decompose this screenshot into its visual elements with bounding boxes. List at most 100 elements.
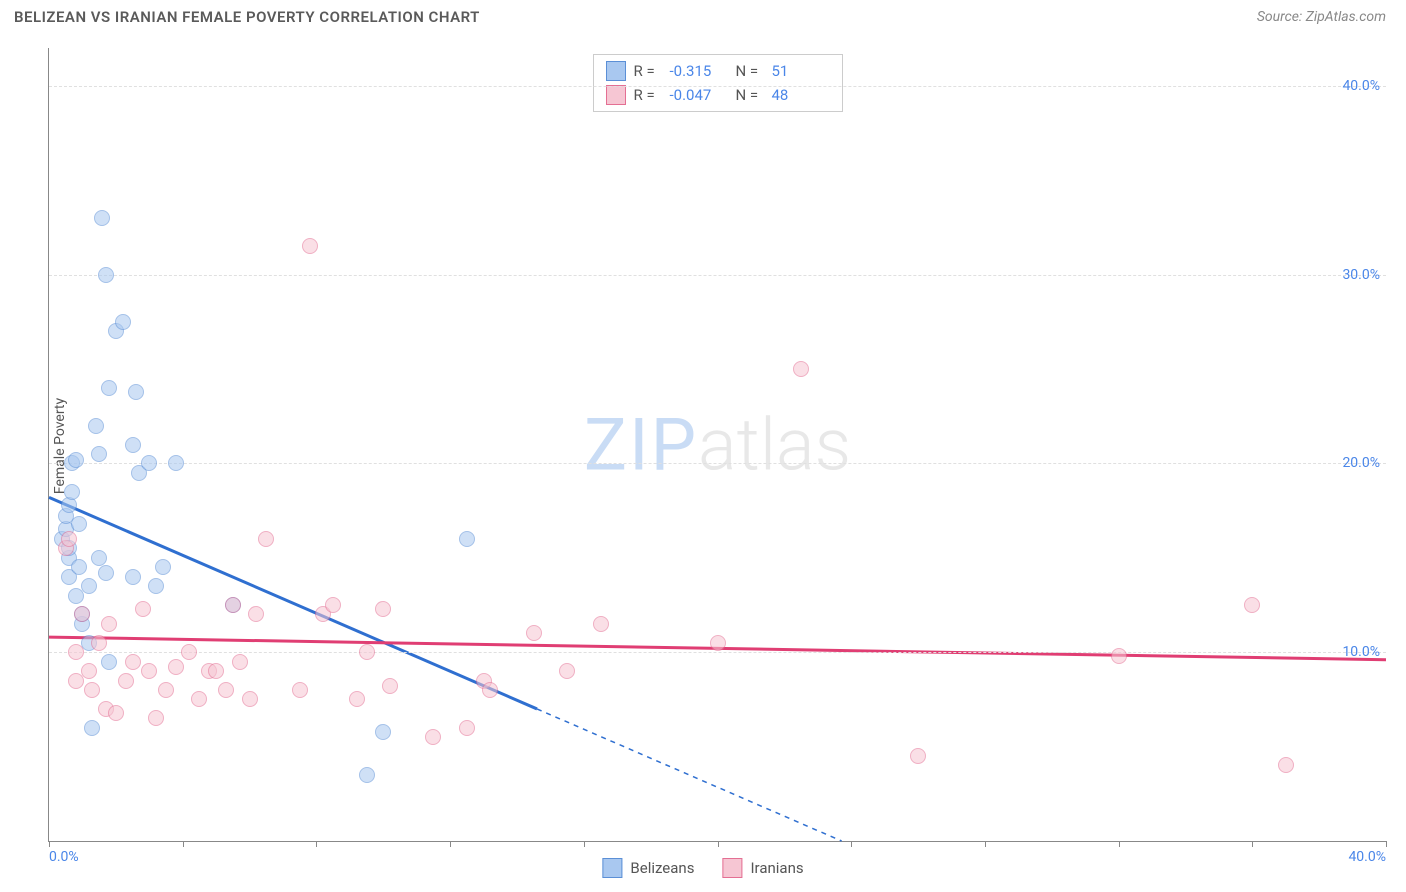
point-iranian: [208, 663, 224, 679]
point-iranian: [359, 644, 375, 660]
n-value-belizeans: 51: [772, 62, 830, 80]
series-name-iranians: Iranians: [750, 859, 803, 877]
point-iranian: [1244, 597, 1260, 613]
point-iranian: [74, 606, 90, 622]
point-belizean: [141, 455, 157, 471]
legend-item-belizeans: Belizeans: [602, 858, 694, 878]
point-belizean: [155, 559, 171, 575]
point-iranian: [91, 635, 107, 651]
source-label: Source: ZipAtlas.com: [1257, 9, 1386, 25]
n-value-iranians: 48: [772, 86, 830, 104]
point-iranian: [218, 682, 234, 698]
point-iranian: [125, 654, 141, 670]
point-iranian: [526, 625, 542, 641]
r-label: R =: [634, 62, 662, 80]
point-belizean: [128, 384, 144, 400]
watermark-atlas: atlas: [698, 402, 851, 487]
point-iranian: [292, 682, 308, 698]
point-iranian: [559, 663, 575, 679]
x-tick: [183, 841, 184, 847]
point-iranian: [482, 682, 498, 698]
point-belizean: [375, 724, 391, 740]
point-iranian: [459, 720, 475, 736]
swatch-belizeans: [602, 858, 622, 878]
point-iranian: [68, 644, 84, 660]
gridline: [49, 86, 1386, 87]
swatch-iranians: [722, 858, 742, 878]
point-belizean: [125, 569, 141, 585]
point-iranian: [302, 238, 318, 254]
point-belizean: [64, 484, 80, 500]
point-iranian: [118, 673, 134, 689]
point-belizean: [84, 720, 100, 736]
point-iranian: [382, 678, 398, 694]
point-iranian: [325, 597, 341, 613]
series-name-belizeans: Belizeans: [630, 859, 694, 877]
chart-plot-area: ZIPatlas R = -0.315 N = 51 R = -0.047 N …: [48, 48, 1386, 842]
swatch-belizeans: [606, 61, 626, 81]
point-belizean: [101, 380, 117, 396]
point-iranian: [349, 691, 365, 707]
correlation-legend: R = -0.315 N = 51 R = -0.047 N = 48: [593, 54, 843, 112]
n-label: N =: [736, 86, 764, 104]
x-tick: [1252, 841, 1253, 847]
watermark: ZIPatlas: [584, 402, 851, 487]
x-tick: [1119, 841, 1120, 847]
r-value-belizeans: -0.315: [670, 62, 728, 80]
point-belizean: [148, 578, 164, 594]
point-belizean: [115, 314, 131, 330]
point-iranian: [101, 616, 117, 632]
x-tick-label: 0.0%: [49, 849, 79, 865]
chart-title: BELIZEAN VS IRANIAN FEMALE POVERTY CORRE…: [14, 8, 480, 26]
n-label: N =: [736, 62, 764, 80]
point-belizean: [125, 437, 141, 453]
point-belizean: [98, 267, 114, 283]
trend-lines-layer: [49, 48, 1386, 841]
y-tick-label: 30.0%: [1342, 267, 1380, 283]
x-tick: [316, 841, 317, 847]
corr-row-belizeans: R = -0.315 N = 51: [606, 59, 830, 83]
point-belizean: [91, 446, 107, 462]
x-tick: [985, 841, 986, 847]
point-iranian: [793, 361, 809, 377]
point-iranian: [242, 691, 258, 707]
point-iranian: [158, 682, 174, 698]
point-iranian: [61, 531, 77, 547]
point-iranian: [248, 606, 264, 622]
point-belizean: [91, 550, 107, 566]
point-iranian: [108, 705, 124, 721]
x-tick: [1386, 841, 1387, 847]
point-belizean: [68, 452, 84, 468]
point-iranian: [84, 682, 100, 698]
point-iranian: [181, 644, 197, 660]
series-legend: Belizeans Iranians: [602, 858, 803, 878]
trend-line-dashed: [537, 709, 842, 841]
point-iranian: [81, 663, 97, 679]
point-iranian: [258, 531, 274, 547]
legend-item-iranians: Iranians: [722, 858, 803, 878]
point-iranian: [1278, 757, 1294, 773]
x-tick: [450, 841, 451, 847]
y-tick-label: 10.0%: [1342, 644, 1380, 660]
point-iranian: [910, 748, 926, 764]
point-belizean: [98, 565, 114, 581]
point-iranian: [225, 597, 241, 613]
point-iranian: [168, 659, 184, 675]
point-iranian: [593, 616, 609, 632]
point-iranian: [1111, 648, 1127, 664]
point-iranian: [232, 654, 248, 670]
y-tick-label: 40.0%: [1342, 78, 1380, 94]
point-iranian: [191, 691, 207, 707]
x-tick: [49, 841, 50, 847]
point-belizean: [359, 767, 375, 783]
r-label: R =: [634, 86, 662, 104]
point-iranian: [425, 729, 441, 745]
x-tick: [584, 841, 585, 847]
point-iranian: [135, 601, 151, 617]
point-belizean: [168, 455, 184, 471]
point-belizean: [71, 559, 87, 575]
x-tick-label: 40.0%: [1348, 849, 1386, 865]
gridline: [49, 275, 1386, 276]
point-belizean: [459, 531, 475, 547]
watermark-zip: ZIP: [584, 402, 698, 487]
